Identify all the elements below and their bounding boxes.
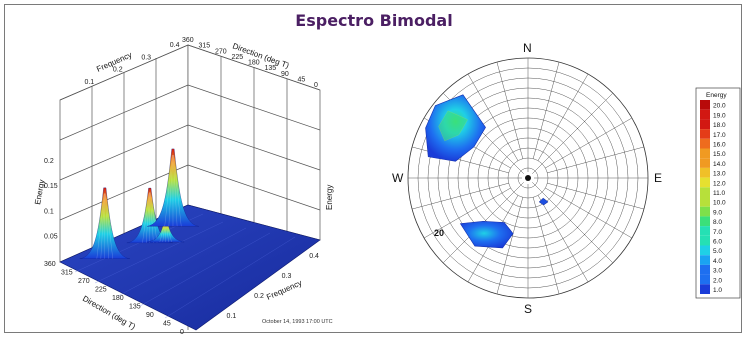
peak-mesh-line xyxy=(173,155,182,227)
direction-axis-ticks-bottom: 360 315 270 225 180 135 90 45 0 xyxy=(44,261,184,336)
direction-tick-label: 0 xyxy=(314,82,318,89)
peak-mesh-line xyxy=(146,192,150,243)
energy-axis-ticks: 0.2 0.15 0.1 0.05 xyxy=(44,158,58,241)
direction-tick-label-bottom: 90 xyxy=(146,312,154,319)
bottom-frequency-label: Frequency xyxy=(265,278,303,302)
right-energy-label: Energy xyxy=(325,185,334,210)
frequency-tick-label: 0.2 xyxy=(113,67,123,74)
peak-mesh-line xyxy=(173,155,178,227)
frequency-tick-label-bottom: 0.4 xyxy=(309,253,319,260)
frequency-tick-label: 0.1 xyxy=(84,79,94,86)
left-energy-label: Energy xyxy=(33,179,46,206)
frequency-tick-label: 0.4 xyxy=(170,42,180,49)
direction-tick-label-bottom: 180 xyxy=(112,295,124,302)
box-frame xyxy=(59,44,321,330)
direction-tick-label-bottom: 270 xyxy=(78,278,90,285)
energy-tick-label: 0.1 xyxy=(44,208,54,215)
direction-tick-label: 360 xyxy=(182,37,194,44)
frequency-axis-ticks: 0.1 0.2 0.3 0.4 xyxy=(84,42,179,86)
peak-mesh-line xyxy=(164,155,173,227)
direction-axis-ticks-top: 360 315 270 225 180 135 90 45 0 xyxy=(182,37,318,89)
peak-mesh-line xyxy=(100,193,105,259)
peak-mesh-line xyxy=(96,193,105,259)
peak-mesh-line xyxy=(168,155,173,227)
peak-mesh-line xyxy=(150,192,158,243)
frequency-tick-label-bottom: 0.3 xyxy=(282,273,292,280)
direction-tick-label-bottom: 225 xyxy=(95,287,107,294)
frequency-axis-ticks-bottom: 0.1 0.2 0.3 0.4 xyxy=(227,253,320,320)
direction-tick-label-bottom: 315 xyxy=(61,270,73,277)
direction-tick-label-bottom: 135 xyxy=(129,304,141,311)
frequency-tick-label-bottom: 0.2 xyxy=(254,293,264,300)
surface-peaks xyxy=(79,148,199,259)
direction-tick-label: 90 xyxy=(281,71,289,78)
direction-tick-label: 135 xyxy=(265,65,277,72)
energy-tick-label: 0.2 xyxy=(44,158,54,165)
direction-tick-label: 270 xyxy=(215,48,227,55)
peak-mesh-line xyxy=(104,193,109,259)
timestamp-caption: October 14, 1993 17:00 UTC xyxy=(262,319,333,325)
direction-tick-label-bottom: 45 xyxy=(163,321,171,328)
frequency-tick-label-bottom: 0.1 xyxy=(227,313,237,320)
peak-mesh-line xyxy=(149,192,154,243)
direction-tick-label: 180 xyxy=(248,60,260,67)
peak-mesh-line xyxy=(105,193,113,259)
direction-tick-label: 45 xyxy=(298,76,306,83)
energy-tick-label: 0.05 xyxy=(44,234,58,241)
energy-tick-label: 0.15 xyxy=(44,183,58,190)
direction-tick-label: 315 xyxy=(199,43,211,50)
direction-tick-label-bottom: 0 xyxy=(180,329,184,336)
frequency-tick-label: 0.3 xyxy=(141,54,151,61)
chart-title: Espectro Bimodal xyxy=(295,11,453,30)
bottom-direction-label: Direction (deg T) xyxy=(81,294,137,332)
peak-mesh-line xyxy=(142,192,150,243)
direction-tick-label: 225 xyxy=(232,54,244,61)
direction-tick-label-bottom: 360 xyxy=(44,261,56,268)
